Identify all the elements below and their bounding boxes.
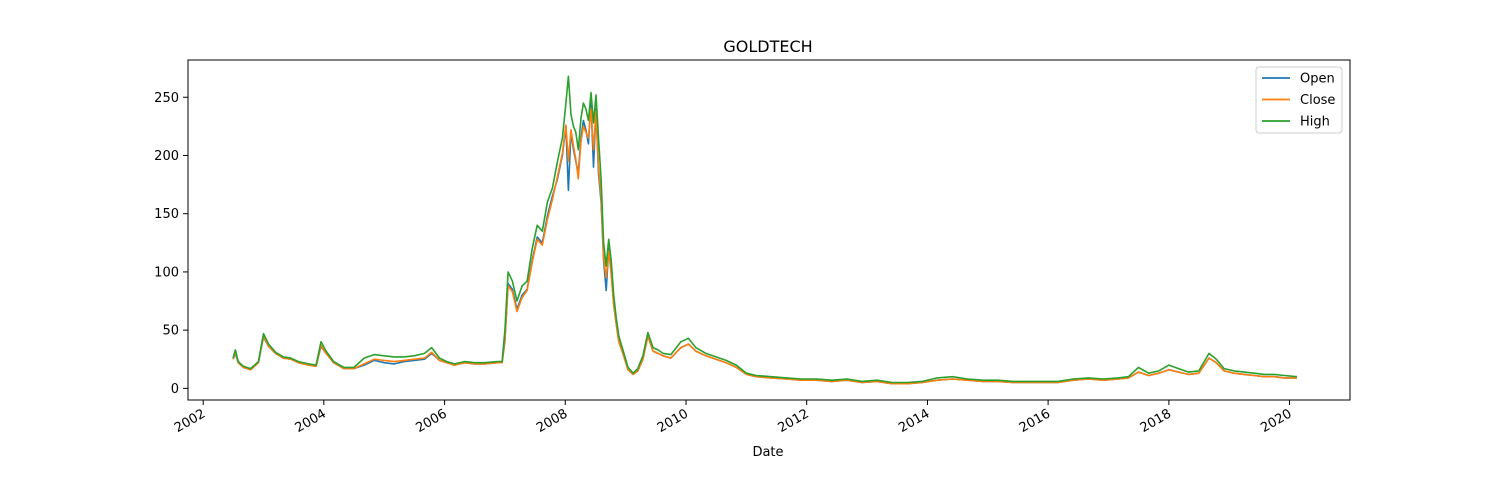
legend-label-open: Open [1300,72,1335,87]
y-tick-label: 150 [154,207,179,222]
y-tick-label: 50 [162,324,179,339]
legend: Open Close High [1255,66,1343,134]
y-tick-label: 0 [171,382,179,397]
chart-title: GOLDTECH [723,37,812,56]
legend-label-close: Close [1300,93,1335,108]
y-axis: 0 50 100 150 200 250 [154,91,188,397]
legend-frame [1255,66,1343,134]
y-tick-label: 200 [154,149,179,164]
plot-lines [232,75,1298,385]
plot-frame [187,59,1351,401]
x-axis-label: Date [752,445,783,460]
legend-label-high: High [1300,115,1330,130]
series-line-close [232,108,1297,385]
y-tick-label: 250 [154,91,179,106]
y-tick-label: 100 [154,265,179,280]
series-line-high [232,75,1298,384]
